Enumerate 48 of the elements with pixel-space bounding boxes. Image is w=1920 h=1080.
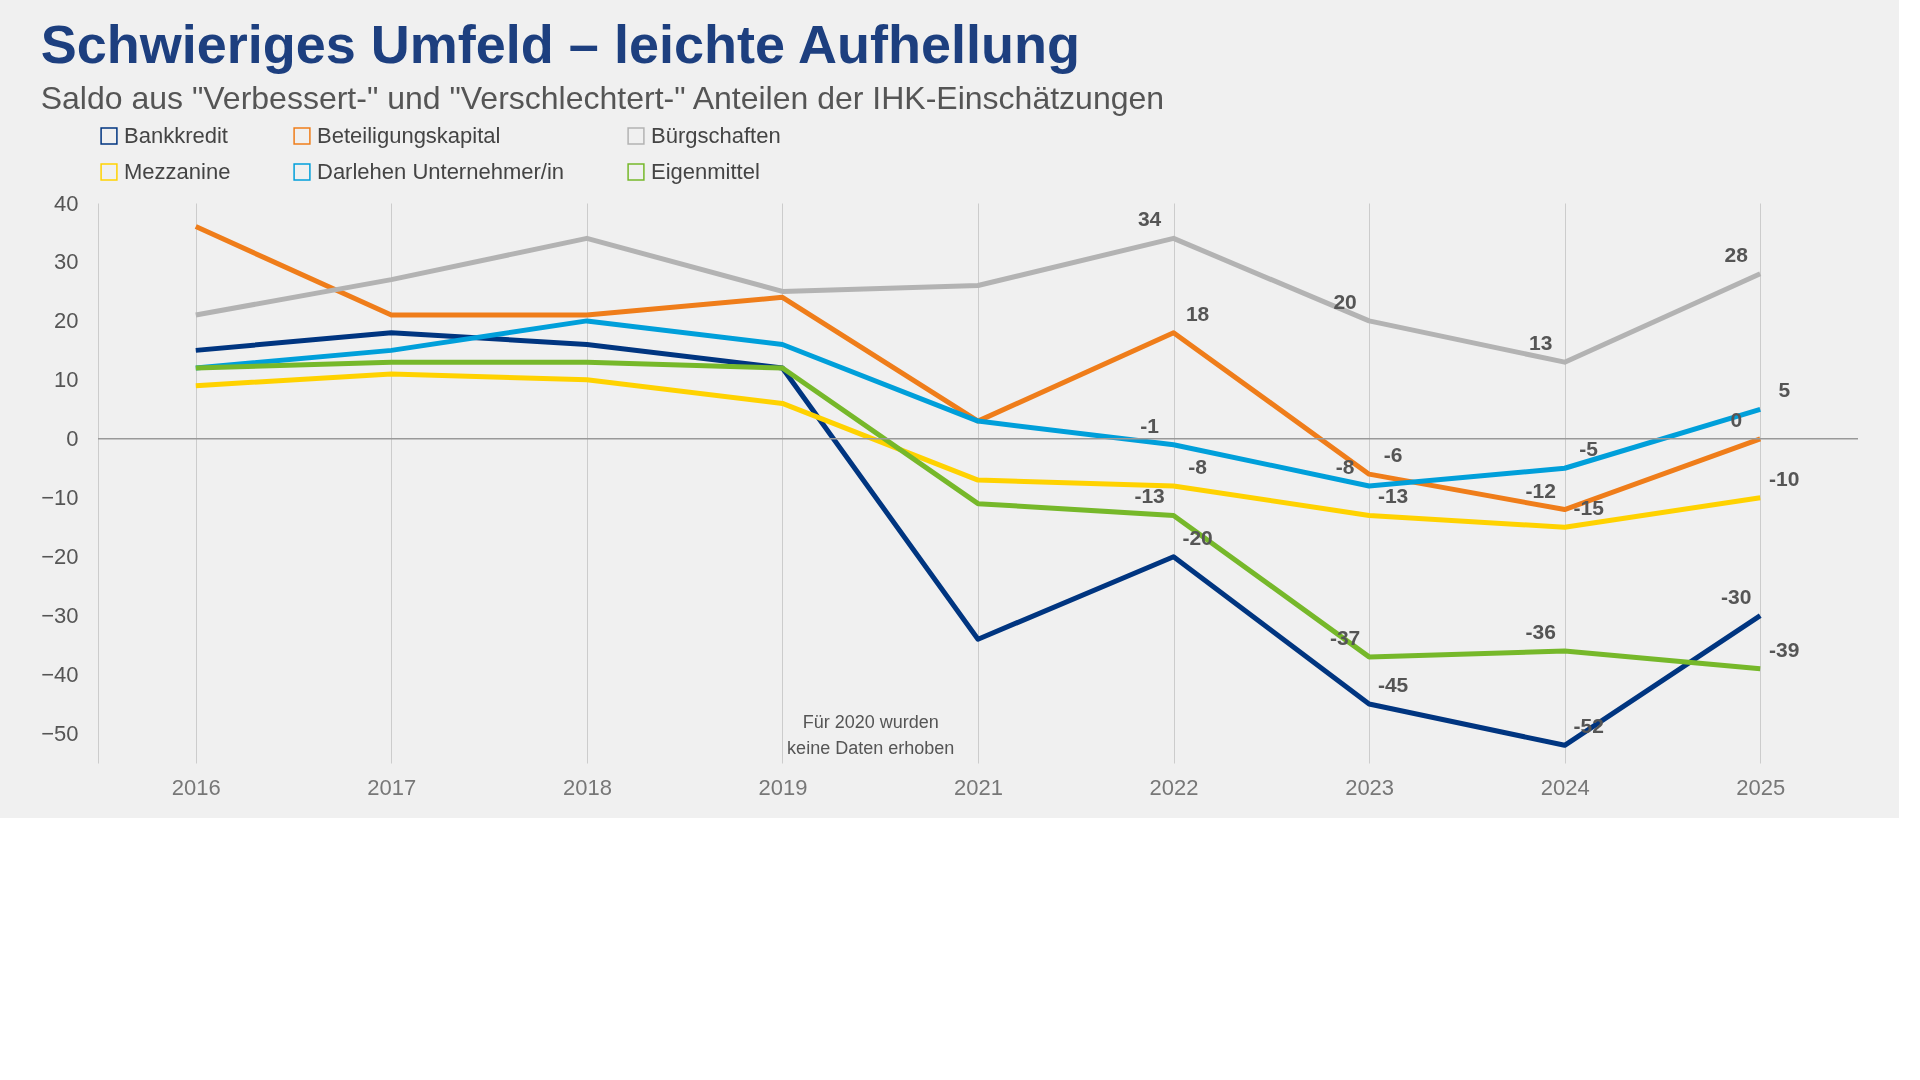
data-label: -8 bbox=[1188, 454, 1208, 478]
y-tick-label: −50 bbox=[41, 721, 79, 747]
data-label: -13 bbox=[1377, 484, 1409, 508]
legend-label: Bürgschaften bbox=[651, 123, 781, 148]
x-tick-label: 2018 bbox=[562, 774, 612, 800]
data-label: -30 bbox=[1721, 584, 1752, 608]
legend-label: Darlehen Unternehmer/in bbox=[317, 159, 565, 184]
y-tick-label: 20 bbox=[54, 308, 79, 334]
data-label: -12 bbox=[1525, 478, 1556, 502]
legend-label: Beteiligungskapital bbox=[317, 123, 501, 148]
data-label: -6 bbox=[1383, 443, 1403, 467]
chart-title: Schwieriges Umfeld – leichte Aufhellung bbox=[40, 14, 1080, 74]
x-tick-label: 2025 bbox=[1736, 774, 1786, 800]
legend-label: Mezzanine bbox=[124, 159, 231, 184]
y-tick-label: −30 bbox=[41, 603, 79, 629]
y-tick-label: 10 bbox=[54, 367, 79, 393]
x-tick-label: 2017 bbox=[367, 774, 417, 800]
data-label: -5 bbox=[1579, 437, 1599, 461]
data-label: -1 bbox=[1140, 413, 1160, 437]
y-tick-label: 30 bbox=[54, 249, 79, 275]
data-label: -45 bbox=[1377, 673, 1409, 697]
data-label: -39 bbox=[1769, 637, 1800, 661]
data-label: -36 bbox=[1525, 620, 1556, 643]
x-tick-label: 2016 bbox=[171, 774, 221, 800]
x-tick-label: 2022 bbox=[1149, 774, 1199, 800]
data-label: 34 bbox=[1137, 207, 1162, 231]
y-tick-label: 0 bbox=[66, 426, 79, 452]
y-tick-label: 40 bbox=[54, 190, 79, 216]
y-tick-label: −20 bbox=[41, 544, 79, 570]
data-label: 18 bbox=[1185, 301, 1210, 325]
x-tick-label: 2024 bbox=[1540, 774, 1590, 800]
legend-label: Bankkredit bbox=[124, 123, 228, 148]
y-tick-label: −40 bbox=[41, 662, 79, 688]
data-label: 5 bbox=[1778, 378, 1791, 402]
data-label: 13 bbox=[1528, 331, 1553, 355]
data-label: -8 bbox=[1335, 454, 1355, 478]
x-tick-label: 2019 bbox=[758, 774, 808, 800]
data-label: 20 bbox=[1333, 289, 1357, 313]
data-label: -13 bbox=[1134, 484, 1165, 508]
data-label: 28 bbox=[1724, 242, 1749, 266]
legend-label: Eigenmittel bbox=[651, 159, 760, 184]
data-label: -15 bbox=[1573, 496, 1605, 520]
data-label: -10 bbox=[1769, 466, 1800, 490]
x-tick-label: 2021 bbox=[954, 774, 1003, 800]
y-tick-label: −10 bbox=[41, 485, 79, 511]
x-tick-label: 2023 bbox=[1345, 774, 1395, 800]
annotation: Für 2020 wurden keine Daten erhoben bbox=[787, 712, 955, 758]
chart-subtitle: Saldo aus "Verbessert-" und "Verschlechtert-" Anteilen der IHK-Einschätzungen bbox=[40, 80, 1165, 116]
